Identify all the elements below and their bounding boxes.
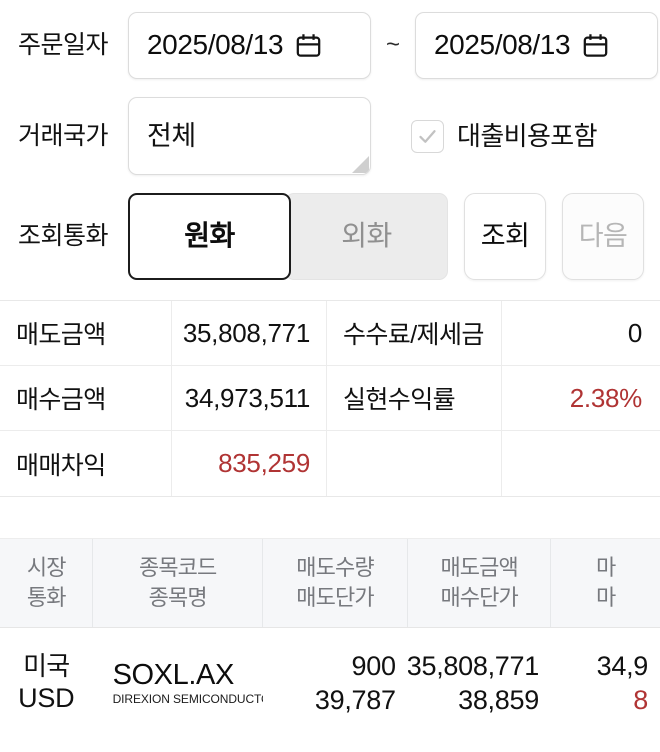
cell-market-currency: 미국 USD [0, 628, 93, 738]
symbol-code: SOXL.AX [112, 659, 235, 692]
calendar-icon[interactable] [582, 32, 609, 59]
header-line-1: 마 [595, 554, 616, 580]
summary-value: 35,808,771 [172, 301, 327, 365]
detail-table-header: 시장 통화 종목코드 종목명 매도수량 매도단가 매도금액 매수단가 마 마 [0, 538, 660, 628]
order-date-to-value: 2025/08/13 [434, 29, 571, 60]
loan-cost-label: 대출비용포함 [457, 121, 598, 151]
currency-value: USD [18, 683, 75, 714]
summary-value-2: 2.38% [569, 382, 643, 413]
summary-row: 매도금액 35,808,771 수수료/제세금 0 [0, 301, 660, 366]
truncated-value-1: 34,9 [596, 650, 649, 681]
header-line-1: 매도금액 [440, 554, 518, 580]
column-header-sell-amount-buy-price[interactable]: 매도금액 매수단가 [408, 539, 552, 627]
cell-sell-amount-buy-price: 35,808,771 38,859 [408, 628, 551, 738]
summary-label-2 [327, 431, 502, 496]
column-header-symbol-name[interactable]: 종목코드 종목명 [93, 539, 263, 627]
summary-value: 835,259 [172, 431, 327, 496]
header-line-1: 종목코드 [139, 554, 217, 580]
order-date-label: 주문일자 [18, 30, 109, 59]
cell-symbol-name: SOXL.AX DIREXION SEMICONDUCTOR DAILY 3X [93, 628, 263, 738]
check-icon [419, 129, 436, 143]
sell-price: 39,787 [314, 685, 396, 715]
detail-table: 시장 통화 종목코드 종목명 매도수량 매도단가 매도금액 매수단가 마 마 [0, 538, 660, 738]
sell-amount: 35,808,771 [407, 650, 540, 681]
order-date-to-input[interactable]: 2025/08/13 [415, 11, 658, 79]
header-line-1: 매도수량 [296, 554, 374, 580]
order-date-from-value: 2025/08/13 [147, 29, 284, 60]
buy-price: 38,859 [458, 685, 539, 715]
column-header-sell-qty-price[interactable]: 매도수량 매도단가 [263, 539, 409, 627]
header-line-2: 마 [595, 584, 616, 610]
loan-cost-checkbox[interactable] [411, 119, 444, 153]
resize-grip-icon [352, 156, 369, 173]
summary-value-2 [502, 431, 660, 496]
currency-row: 조회통화 원화 외화 조회 다음 [0, 182, 660, 290]
date-range-separator: ~ [385, 31, 400, 58]
country-row: 거래국가 전체 대출비용포함 [0, 90, 660, 182]
loan-cost-checkbox-group[interactable]: 대출비용포함 [411, 119, 598, 153]
order-date-from-input[interactable]: 2025/08/13 [128, 11, 371, 79]
cell-truncated: 34,9 8 [551, 628, 660, 738]
calendar-icon[interactable] [295, 32, 322, 59]
truncated-value-2: 8 [633, 685, 648, 715]
summary-value-2: 0 [627, 317, 642, 348]
header-line-1: 시장 [26, 554, 67, 580]
cell-sell-qty-price: 900 39,787 [263, 628, 408, 738]
filter-panel: 주문일자 2025/08/13 ~ 2025/08/13 [0, 0, 660, 290]
currency-label: 조회통화 [18, 221, 109, 250]
symbol-name: DIREXION SEMICONDUCTOR DAILY 3X [112, 691, 263, 706]
market-value: 미국 [23, 650, 70, 681]
header-line-2: 매도단가 [296, 584, 374, 610]
summary-label: 매매차익 [0, 431, 172, 496]
country-label: 거래국가 [18, 121, 109, 150]
summary-label-2: 수수료/제세금 [327, 301, 502, 365]
country-select[interactable]: 전체 [128, 97, 371, 175]
order-date-row: 주문일자 2025/08/13 ~ 2025/08/13 [0, 0, 660, 90]
summary-label: 매도금액 [0, 301, 172, 365]
header-line-2: 매수단가 [440, 584, 518, 610]
summary-label: 매수금액 [0, 366, 172, 430]
header-line-2: 종목명 [148, 584, 208, 610]
currency-segmented-control: 원화 외화 [128, 192, 448, 280]
search-button[interactable]: 조회 [464, 192, 546, 280]
next-button[interactable]: 다음 [562, 192, 644, 280]
summary-row: 매수금액 34,973,511 실현수익률 2.38% [0, 366, 660, 431]
summary-row: 매매차익 835,259 [0, 431, 660, 496]
column-header-truncated[interactable]: 마 마 [551, 539, 660, 627]
country-selected-value: 전체 [147, 120, 196, 151]
column-header-market-currency[interactable]: 시장 통화 [0, 539, 94, 627]
summary-label-2: 실현수익률 [327, 366, 502, 430]
header-line-2: 통화 [26, 584, 67, 610]
currency-option-krw[interactable]: 원화 [128, 192, 291, 280]
summary-value: 34,973,511 [172, 366, 327, 430]
sell-quantity: 900 [351, 650, 396, 681]
table-row[interactable]: 미국 USD SOXL.AX DIREXION SEMICONDUCTOR DA… [0, 628, 660, 738]
summary-table: 매도금액 35,808,771 수수료/제세금 0 매수금액 34,973,51… [0, 300, 660, 497]
currency-option-fx[interactable]: 외화 [285, 192, 448, 280]
detail-table-body: 미국 USD SOXL.AX DIREXION SEMICONDUCTOR DA… [0, 628, 660, 738]
